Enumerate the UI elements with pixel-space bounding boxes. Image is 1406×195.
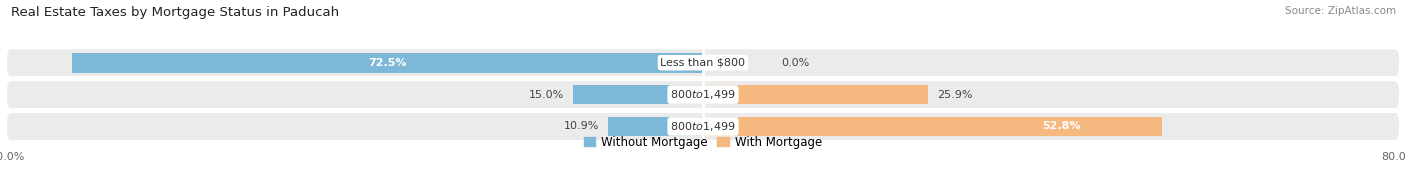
Text: 72.5%: 72.5% <box>368 58 406 68</box>
Bar <box>703 85 928 105</box>
Text: 0.0%: 0.0% <box>782 58 810 68</box>
Text: Source: ZipAtlas.com: Source: ZipAtlas.com <box>1285 6 1396 16</box>
Text: 25.9%: 25.9% <box>936 90 973 100</box>
Text: Less than $800: Less than $800 <box>661 58 745 68</box>
Bar <box>572 85 703 105</box>
Text: $800 to $1,499: $800 to $1,499 <box>671 120 735 133</box>
FancyBboxPatch shape <box>7 81 1399 108</box>
Text: 15.0%: 15.0% <box>529 90 564 100</box>
Text: 10.9%: 10.9% <box>564 121 599 131</box>
FancyBboxPatch shape <box>7 49 1399 76</box>
Bar <box>609 117 703 136</box>
Legend: Without Mortgage, With Mortgage: Without Mortgage, With Mortgage <box>583 136 823 149</box>
FancyBboxPatch shape <box>7 113 1399 140</box>
Bar <box>72 53 703 73</box>
Text: $800 to $1,499: $800 to $1,499 <box>671 88 735 101</box>
Text: Real Estate Taxes by Mortgage Status in Paducah: Real Estate Taxes by Mortgage Status in … <box>11 6 339 19</box>
Text: 52.8%: 52.8% <box>1042 121 1081 131</box>
Bar <box>703 117 1163 136</box>
